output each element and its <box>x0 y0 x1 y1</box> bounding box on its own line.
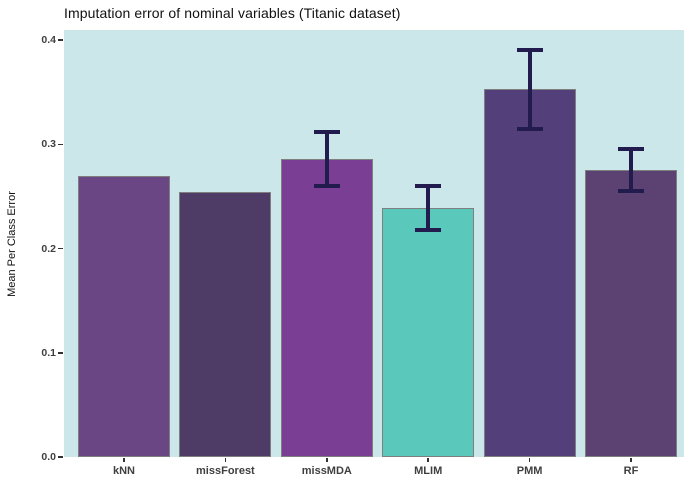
error-bar-line-RF <box>629 149 633 192</box>
error-bar-cap-PMM <box>516 48 543 53</box>
x-axis-tick <box>630 458 632 462</box>
error-bar-line-PMM <box>527 50 532 129</box>
bar-missMDA <box>280 158 373 457</box>
x-axis-tick <box>326 458 328 462</box>
bar-MLIM <box>382 207 475 457</box>
y-axis-tick <box>58 39 63 41</box>
error-bar-line-missMDA <box>324 131 329 186</box>
bar-RF <box>585 170 677 457</box>
error-bar-line-MLIM <box>426 185 431 230</box>
x-axis-tick-label: RF <box>623 465 639 477</box>
y-axis-tick <box>58 352 63 354</box>
x-axis-tick-label: missForest <box>196 465 255 477</box>
y-axis-tick-label: 0.3 <box>41 138 56 151</box>
y-axis-tick-label: 0.1 <box>41 346 56 359</box>
y-axis-tick <box>58 247 63 250</box>
x-axis-tick <box>427 458 429 462</box>
x-axis-tick-label: MLIM <box>414 465 443 477</box>
x-axis-tick <box>123 458 125 462</box>
error-bar-cap-missMDA <box>313 183 340 188</box>
bar-missForest <box>179 192 272 457</box>
error-bar-cap-MLIM <box>415 227 442 232</box>
y-axis-tick <box>58 456 63 458</box>
y-axis-tick-label: 0.4 <box>41 34 56 46</box>
chart-title: Imputation error of nominal variables (T… <box>64 5 401 21</box>
error-bar-cap-missMDA <box>313 129 340 134</box>
bar-kNN <box>78 175 170 457</box>
y-axis-tick-label: 0.2 <box>41 242 56 255</box>
x-axis-tick-label: PMM <box>516 465 543 477</box>
y-axis-tick-label: 0.0 <box>41 451 56 463</box>
x-axis-tick <box>528 458 531 462</box>
x-axis-tick-label: kNN <box>112 465 135 477</box>
y-axis-tick <box>58 143 63 145</box>
x-axis-tick-label: missMDA <box>301 465 352 477</box>
error-bar-cap-RF <box>618 147 644 152</box>
bar-PMM <box>483 88 576 457</box>
x-axis-tick <box>224 458 227 462</box>
error-bar-cap-PMM <box>516 126 543 131</box>
error-bar-cap-MLIM <box>415 183 442 188</box>
error-bar-cap-RF <box>618 189 644 194</box>
